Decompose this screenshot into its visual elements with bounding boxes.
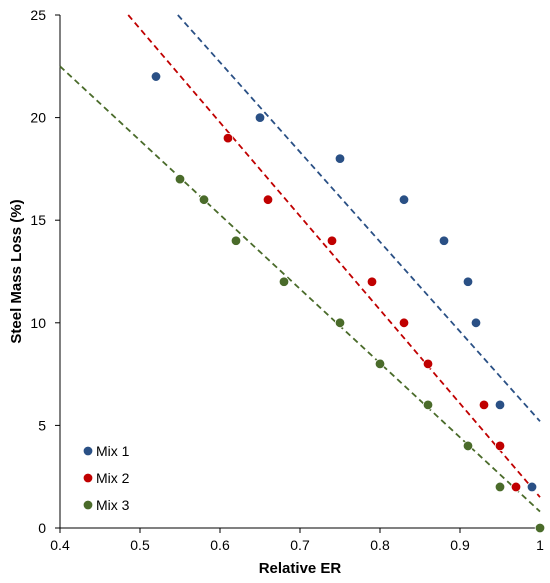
mix-3-point <box>374 358 386 370</box>
mix-2-point <box>494 440 506 452</box>
mix-2-point <box>222 132 234 144</box>
x-tick-label: 1 <box>536 537 544 553</box>
mix-3-point <box>174 173 186 185</box>
mix-1-point <box>470 317 482 329</box>
mix-1-point <box>494 399 506 411</box>
y-axis-label: Steel Mass Loss (%) <box>8 199 25 343</box>
mix-2-point <box>422 358 434 370</box>
mix-3-trendline <box>59 65 541 513</box>
x-axis-label: Relative ER <box>259 560 342 577</box>
mix-2-point <box>398 317 410 329</box>
y-tick-label: 10 <box>30 315 46 331</box>
mix-1-trendline <box>177 14 541 422</box>
legend: Mix 1 Mix 2 Mix 3 <box>82 443 130 513</box>
x-tick-label: 0.5 <box>130 537 150 553</box>
mix-3-point <box>422 399 434 411</box>
mix-3-point <box>494 481 506 493</box>
mix-2-point <box>510 481 522 493</box>
trendlines <box>59 14 541 513</box>
x-tick-label: 0.9 <box>450 537 470 553</box>
mix-3-point <box>334 317 346 329</box>
mix-1-point <box>438 235 450 246</box>
mix-3-point <box>278 276 290 287</box>
mix-3-point <box>462 440 474 452</box>
mix-1-point <box>526 481 538 493</box>
y-ticks: 0 5 10 15 20 25 <box>30 7 60 536</box>
mix-2-point <box>262 194 274 205</box>
mix-1-legend-label: Mix 1 <box>96 443 130 459</box>
mix-1-legend-marker <box>82 445 94 457</box>
mix-1-point <box>398 194 410 205</box>
y-tick-label: 15 <box>30 212 46 228</box>
mix-1-point <box>462 276 474 287</box>
mix-3-point <box>198 194 210 205</box>
mix-2-legend-label: Mix 2 <box>96 470 130 486</box>
mix-2-trendline <box>127 14 541 498</box>
mix-3-point <box>534 522 546 534</box>
mix-3-legend-label: Mix 3 <box>96 497 130 513</box>
mix-1-point <box>150 71 162 82</box>
y-tick-label: 25 <box>30 7 46 23</box>
x-tick-label: 0.6 <box>210 537 230 553</box>
mix-3-point <box>230 235 242 246</box>
x-tick-label: 0.8 <box>370 537 390 553</box>
mix-2-point <box>366 276 378 287</box>
mix-2-point <box>478 399 490 411</box>
y-tick-label: 0 <box>38 520 46 536</box>
x-tick-label: 0.7 <box>290 537 310 553</box>
x-ticks: 0.4 0.5 0.6 0.7 0.8 0.9 1 <box>50 528 544 553</box>
mix-2-legend-marker <box>82 472 94 484</box>
mix-1-point <box>334 153 346 164</box>
mix-2-point <box>326 235 338 246</box>
mix-3-legend-marker <box>82 499 94 511</box>
y-tick-label: 20 <box>30 110 46 126</box>
x-tick-label: 0.4 <box>50 537 70 553</box>
mix-1-point <box>254 112 266 123</box>
y-tick-label: 5 <box>38 417 46 433</box>
plot-area: 0.4 0.5 0.6 0.7 0.8 0.9 1 0 5 10 15 20 25 <box>30 7 546 553</box>
data-points <box>150 71 546 534</box>
